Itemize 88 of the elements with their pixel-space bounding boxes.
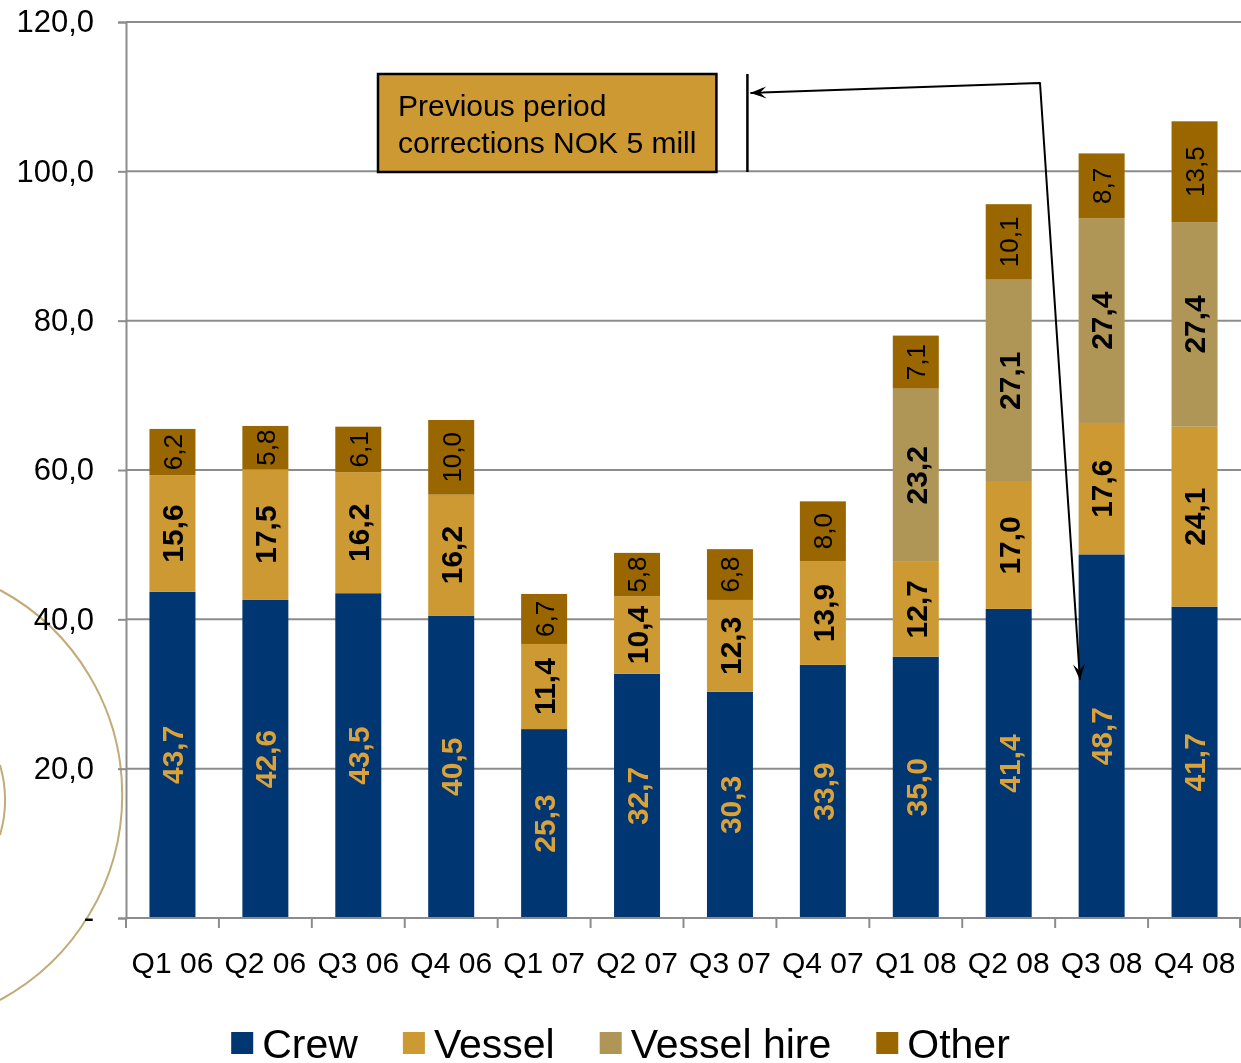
data-label: 13,9 [806,583,840,643]
data-label: 17,5 [249,505,283,564]
bar [1171,121,1218,223]
x-tick-label: Q3 07 [689,946,771,980]
data-label: 33,9 [806,762,840,821]
bar [1171,222,1218,427]
data-label: 8,0 [808,513,839,550]
data-label: 42,6 [249,729,283,789]
data-label: 6,1 [343,431,374,468]
bar [521,729,568,918]
x-tick-label: Q4 06 [410,946,493,980]
bar [985,279,1032,482]
data-label: 6,2 [157,434,188,471]
x-tick-label: Q1 07 [503,946,585,980]
data-label: 17,6 [1085,459,1119,518]
legend-label: Vessel hire [630,1020,832,1063]
bar [985,481,1032,609]
bar [242,599,289,918]
bar [149,591,196,918]
data-label: 43,7 [156,725,190,785]
y-tick-label: 60,0 [33,452,94,488]
data-label: 35,0 [899,758,933,817]
data-label: 10,1 [994,216,1025,268]
data-label: 11,4 [527,657,561,715]
data-label: 12,7 [899,580,933,639]
data-label: 6,7 [529,600,560,638]
y-tick-label: - [83,900,94,936]
data-label: 10,4 [620,605,654,665]
bar [892,335,939,389]
data-label: 30,3 [713,775,747,835]
bar [1171,606,1218,918]
x-tick-label: Q3 08 [1060,946,1143,980]
data-label: 17,0 [992,516,1026,575]
y-tick-label: 20,0 [33,751,94,787]
bar [1078,218,1125,423]
bar [706,691,753,918]
bar [1078,422,1125,555]
data-label: 25,3 [527,794,561,853]
data-label: 15,6 [156,504,190,563]
data-label: 43,5 [342,726,376,785]
data-label: 16,2 [342,503,376,562]
data-label: 27,4 [1178,294,1212,354]
data-label: 40,5 [435,737,469,796]
data-label: 41,4 [992,733,1026,793]
data-label: 48,7 [1085,706,1119,766]
bar [1078,554,1125,918]
y-tick-label: 80,0 [33,303,94,339]
y-tick-label: 100,0 [16,153,94,189]
data-label: 27,1 [992,351,1026,410]
data-label: 12,3 [713,616,747,676]
x-tick-label: Q2 06 [224,946,307,980]
bar [1078,153,1125,219]
legend-label: Crew [262,1020,359,1063]
x-tick-label: Q3 06 [317,946,400,980]
bar [1171,426,1218,607]
bar [799,664,846,918]
bar [335,593,382,918]
legend-label: Vessel [433,1020,555,1063]
x-tick-label: Q2 07 [596,946,678,980]
annotation: Previous period corrections NOK 5 mill [398,89,697,159]
x-tick-label: Q1 06 [131,946,214,980]
data-label: 41,7 [1178,733,1212,792]
data-label: 27,4 [1085,291,1119,350]
y-tick-label: 40,0 [33,601,94,637]
bar [614,673,661,918]
y-tick-label: 120,0 [16,4,94,40]
bar [892,388,939,562]
x-tick-label: Q2 08 [967,946,1050,980]
legend-label: Other [907,1020,1010,1063]
data-label: 5,8 [250,429,281,466]
x-tick-label: Q4 08 [1153,946,1236,980]
data-label: 6,8 [715,556,746,593]
data-label: 8,7 [1086,167,1117,204]
data-label: 24,1 [1178,487,1212,546]
x-tick-label: Q1 08 [874,946,957,980]
data-label: 5,8 [622,556,653,593]
data-label: 13,5 [1179,146,1210,198]
bar [242,469,289,600]
data-label: 7,1 [901,344,932,381]
bar [892,656,939,918]
data-label: 32,7 [620,766,654,826]
bar [985,204,1032,280]
data-label: 23,2 [899,446,933,505]
bar [985,608,1032,918]
data-label: 16,2 [435,525,469,585]
x-tick-label: Q4 07 [782,946,864,980]
data-label: 10,0 [436,432,467,483]
bar [428,615,475,918]
